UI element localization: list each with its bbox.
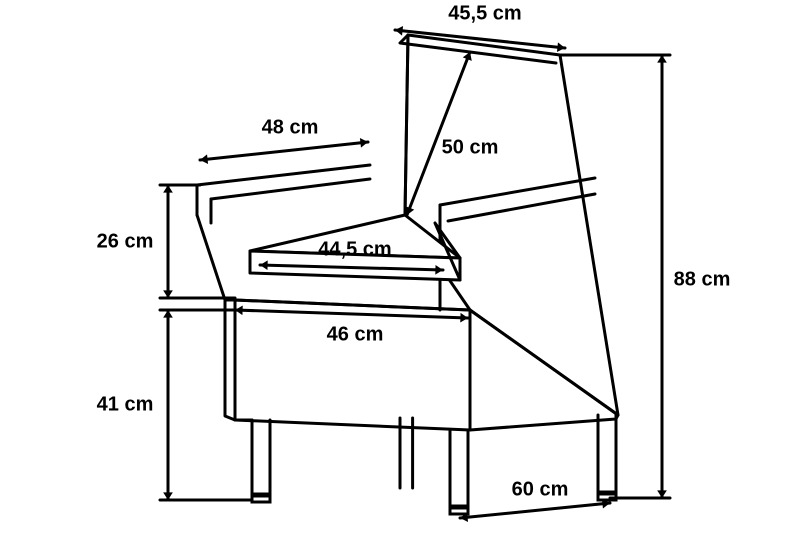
- dim-depth: 60 cm: [512, 478, 569, 500]
- dim-total_h: 88 cm: [674, 268, 731, 290]
- dim-arm_to_seat: 26 cm: [97, 230, 154, 252]
- dim-back_height: 50 cm: [442, 136, 499, 158]
- dim-arm_length: 48 cm: [262, 116, 319, 138]
- dim-back_width: 45,5 cm: [448, 2, 521, 24]
- dim-cushion_w: 44,5 cm: [318, 238, 391, 260]
- dim-seat_to_floor: 41 cm: [97, 393, 154, 415]
- dim-seat_w: 46 cm: [327, 323, 384, 345]
